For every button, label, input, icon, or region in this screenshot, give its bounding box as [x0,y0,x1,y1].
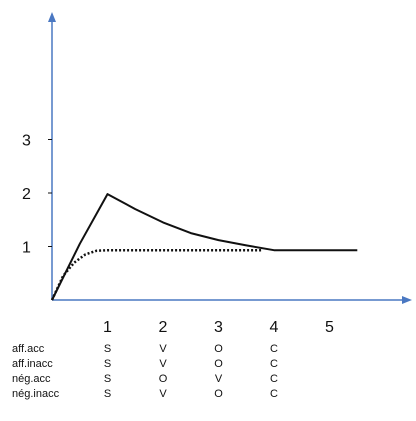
table-cell: C [270,343,278,355]
y-tick-label-1: 1 [22,240,31,257]
table-cell: C [270,388,278,400]
table-cell: O [159,373,168,385]
series-lines [52,194,357,300]
table-cell: V [159,343,167,355]
y-tick-label-3: 3 [22,133,31,150]
table-row-label: nég.inacc [12,388,60,400]
x-tick-label-4: 4 [270,319,279,336]
table-cell: V [159,388,167,400]
table-cell: S [104,388,111,400]
table-row-label: aff.inacc [12,358,53,370]
x-axis-arrow [402,296,412,304]
series-line-solid [52,194,357,300]
table-row-label: aff.acc [12,343,45,355]
x-tick-label-1: 1 [103,319,112,336]
x-tick-label-3: 3 [214,319,223,336]
table-cell: C [270,373,278,385]
table-cell: O [214,358,223,370]
y-ticks: 1 2 3 [22,133,52,257]
x-tick-label-2: 2 [159,319,168,336]
axes [48,12,412,304]
table-cell: O [214,388,223,400]
y-axis-arrow [48,12,56,22]
table-cell: S [104,343,111,355]
table-cell: V [215,373,223,385]
table-cell: V [159,358,167,370]
table-row-label: nég.acc [12,373,51,385]
y-tick-label-2: 2 [22,186,31,203]
x-ticks: 1 2 3 4 5 [103,319,334,336]
table-cell: O [214,343,223,355]
series-line-dotted [52,250,263,300]
x-tick-label-5: 5 [325,319,334,336]
table-cell: C [270,358,278,370]
table-cell: S [104,373,111,385]
table-cell: S [104,358,111,370]
